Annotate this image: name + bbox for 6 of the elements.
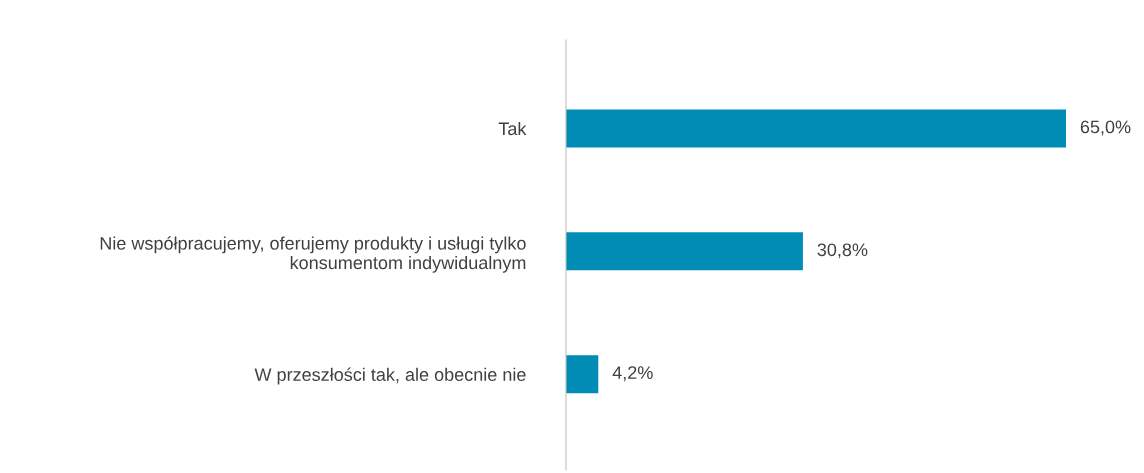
y-tick-label: Nie współpracujemy, oferujemy produkty i usługi tylko konsumentom indywidualnym	[100, 236, 526, 273]
data-label: 30,8%	[817, 243, 868, 259]
y-tick-label: Tak	[498, 121, 527, 136]
data-label: 65,0%	[1080, 120, 1131, 136]
data-label: 4,2%	[612, 366, 653, 382]
y-tick-label: W przeszłości tak, ale obecnie nie	[254, 367, 526, 385]
